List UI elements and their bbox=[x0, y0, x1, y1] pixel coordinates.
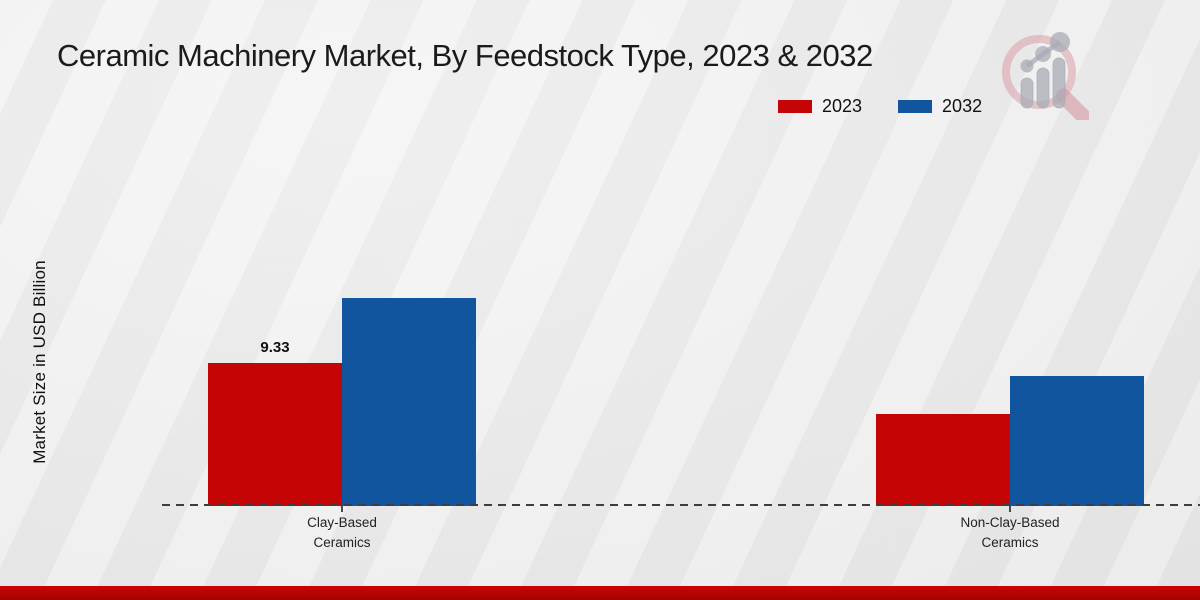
legend-label-2023: 2023 bbox=[822, 96, 863, 116]
bar-2032-clay-based-ceramics bbox=[342, 298, 476, 506]
bar-2023-non-clay-based-ceramics bbox=[876, 414, 1010, 506]
legend-label-2032: 2032 bbox=[942, 96, 983, 116]
chart-title: Ceramic Machinery Market, By Feedstock T… bbox=[57, 38, 873, 73]
legend: 2023 2032 bbox=[778, 96, 982, 117]
legend-swatch-2032 bbox=[898, 100, 933, 113]
bar-value-label: 9.33 bbox=[260, 339, 290, 356]
bar-2023-clay-based-ceramics bbox=[208, 363, 342, 506]
x-axis-tick bbox=[1009, 506, 1011, 512]
legend-swatch-2023 bbox=[778, 100, 812, 113]
category-label: Non-Clay-Based Ceramics bbox=[960, 515, 1060, 550]
legend-item-2023: 2023 bbox=[778, 96, 862, 117]
category-label: Clay-Based Ceramics bbox=[307, 515, 377, 550]
x-axis-baseline bbox=[162, 504, 1200, 506]
footer-accent-bar bbox=[0, 586, 1200, 600]
x-axis-tick bbox=[341, 506, 343, 512]
magnifier-bar-chart-watermark-icon bbox=[1002, 32, 1089, 120]
bar-2032-non-clay-based-ceramics bbox=[1010, 376, 1144, 506]
legend-item-2032: 2032 bbox=[898, 96, 982, 117]
